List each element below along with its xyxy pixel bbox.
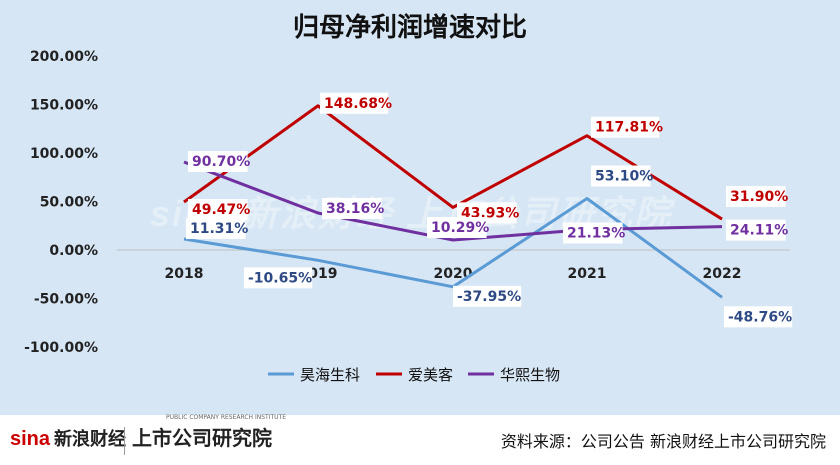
y-axis: 200.00% 150.00% 100.00% 50.00% 0.00% -50.00% -…	[24, 49, 98, 356]
data-label-bg	[244, 267, 313, 289]
data-label: 90.70%	[188, 151, 250, 173]
x-tick-label: 2022	[703, 266, 742, 282]
data-label: 10.29%	[427, 217, 489, 239]
legend-item: 华熙生物	[468, 366, 560, 384]
data-label-text: 53.10%	[595, 168, 653, 184]
y-tick-label: -100.00%	[24, 340, 98, 356]
data-label-text: 21.13%	[567, 226, 625, 242]
data-label: -10.65%	[244, 267, 313, 289]
series-line	[183, 160, 723, 242]
source-note: 资料来源：公司公告 新浪财经上市公司研究院	[500, 432, 826, 451]
x-tick-label: 2020	[434, 266, 473, 282]
data-label-text: 38.16%	[326, 201, 384, 217]
data-label-text: 90.70%	[192, 154, 250, 170]
data-label: 24.11%	[726, 219, 788, 241]
data-label: 117.81%	[591, 116, 663, 138]
data-label: 11.31%	[186, 218, 248, 240]
data-label-text: 148.68%	[324, 96, 392, 112]
legend-item: 爱美客	[376, 366, 453, 384]
data-label-text: 49.47%	[192, 202, 250, 218]
data-label-text: -10.65%	[248, 270, 312, 286]
data-label: 21.13%	[563, 222, 625, 244]
institute-logo-en: PUBLIC COMPANY RESEARCH INSTITUTE	[166, 414, 286, 421]
legend-label: 华熙生物	[500, 366, 560, 384]
y-tick-label: 50.00%	[40, 195, 98, 211]
logo-divider	[124, 427, 125, 455]
sina-logo-text: sina	[10, 428, 51, 450]
legend-label: 爱美客	[408, 366, 453, 384]
data-label-bg	[320, 92, 389, 114]
data-label-bg	[188, 199, 248, 221]
data-label-bg	[563, 222, 623, 244]
series-line	[183, 104, 723, 221]
data-label-bg	[186, 218, 246, 240]
legend-label: 昊海生科	[300, 366, 360, 384]
footer: sina 新浪财经 PUBLIC COMPANY RESEARCH INSTITU…	[0, 414, 840, 465]
data-label: 53.10%	[591, 165, 653, 187]
data-label-text: -37.95%	[457, 289, 521, 305]
data-label-bg	[724, 306, 793, 328]
y-tick-label: 100.00%	[30, 146, 98, 162]
data-label-bg	[726, 219, 786, 241]
data-label-bg	[726, 186, 786, 208]
data-labels: 11.31% -10.65% -37.95% 53.10% -48.76% 49.47% 1…	[186, 92, 793, 328]
chart-title: 归母净利润增速对比	[293, 12, 527, 43]
legend-item: 昊海生科	[268, 366, 360, 384]
institute-logo: PUBLIC COMPANY RESEARCH INSTITUTE 上市公司研究…	[132, 414, 286, 451]
x-tick-label: 2018	[165, 266, 204, 282]
sina-finance-logo-cn: 新浪财经	[54, 429, 127, 449]
data-label-text: -48.76%	[728, 309, 792, 325]
y-tick-label: 150.00%	[30, 98, 98, 114]
data-label-bg	[188, 151, 248, 173]
institute-logo-cn: 上市公司研究院	[132, 426, 272, 450]
data-label-bg	[591, 116, 660, 138]
data-label-text: 117.81%	[595, 120, 663, 136]
y-tick-label: 200.00%	[30, 49, 98, 65]
data-label-text: 11.31%	[190, 221, 248, 237]
data-label: -48.76%	[724, 306, 793, 328]
data-label: 38.16%	[322, 197, 384, 219]
data-label-bg	[322, 197, 382, 219]
data-label-bg	[591, 165, 651, 187]
data-label-bg	[453, 285, 522, 307]
data-label-text: 31.90%	[730, 189, 788, 205]
x-tick-label: 2021	[568, 266, 607, 282]
data-label: 31.90%	[726, 186, 788, 208]
data-label: 49.47%	[188, 199, 250, 221]
data-label-bg	[427, 217, 487, 239]
y-tick-label: -50.00%	[34, 292, 98, 308]
data-label-text: 10.29%	[431, 220, 489, 236]
data-label-text: 24.11%	[730, 223, 788, 239]
legend: 昊海生科 爱美客 华熙生物	[268, 366, 560, 384]
y-tick-label: 0.00%	[49, 243, 98, 259]
data-label: -37.95%	[453, 285, 522, 307]
sina-finance-logo: sina 新浪财经	[10, 425, 126, 451]
data-label: 148.68%	[320, 92, 392, 114]
